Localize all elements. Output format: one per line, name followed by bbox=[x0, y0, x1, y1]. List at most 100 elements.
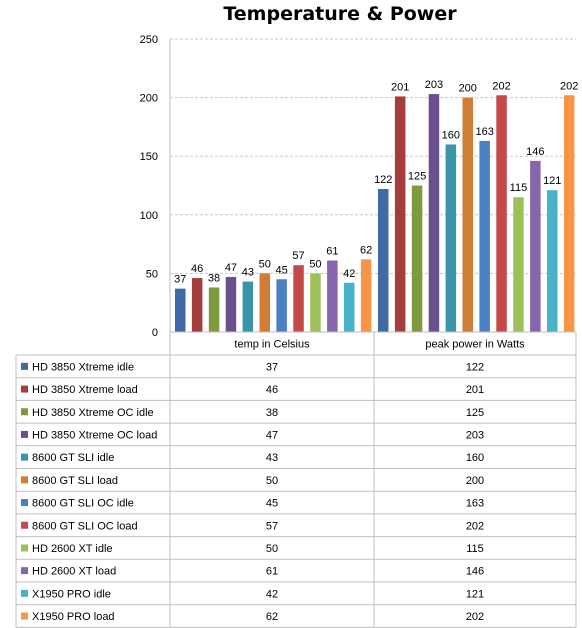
y-tick-label: 50 bbox=[146, 268, 158, 280]
y-axis: 0 50 100 150 200 250 bbox=[140, 34, 171, 339]
bar bbox=[445, 144, 457, 332]
table-cell: 201 bbox=[466, 384, 484, 396]
legend-label: X1950 PRO load bbox=[32, 611, 115, 623]
bar bbox=[479, 140, 490, 332]
legend-label: 8600 GT SLI OC load bbox=[32, 520, 138, 532]
bar bbox=[496, 95, 507, 332]
table-cell: 50 bbox=[266, 475, 278, 487]
table-cell: 203 bbox=[466, 429, 484, 441]
table-cell: 45 bbox=[266, 498, 278, 510]
bar bbox=[208, 287, 220, 332]
legend-swatch bbox=[21, 430, 28, 438]
legend-swatch bbox=[21, 612, 28, 620]
table-cell: 115 bbox=[466, 543, 484, 555]
bar bbox=[242, 281, 254, 332]
bar bbox=[259, 273, 270, 332]
legend-swatch bbox=[21, 476, 28, 484]
bar bbox=[225, 276, 237, 332]
bar bbox=[547, 190, 558, 332]
data-labels: 37 46 38 47 43 50 45 57 50 61 42 62 122 201 125 203 160 2… bbox=[174, 79, 578, 286]
data-label: 202 bbox=[492, 80, 510, 92]
legend-label: HD 2600 XT load bbox=[32, 566, 116, 578]
table-cell: 62 bbox=[266, 611, 278, 623]
data-label: 146 bbox=[526, 146, 544, 158]
legend-swatch bbox=[21, 567, 28, 575]
data-label: 38 bbox=[208, 272, 220, 284]
data-label: 57 bbox=[292, 250, 304, 262]
legend-swatch bbox=[21, 385, 28, 393]
table-cell: 160 bbox=[466, 452, 484, 464]
data-label: 43 bbox=[242, 267, 254, 279]
bar bbox=[191, 278, 203, 332]
category-label: peak power in Watts bbox=[425, 339, 525, 351]
legend-swatch bbox=[21, 362, 28, 370]
bar bbox=[293, 265, 304, 332]
data-label: 42 bbox=[343, 268, 355, 280]
table-cell: 200 bbox=[466, 475, 484, 487]
data-label: 122 bbox=[374, 174, 392, 186]
legend-label: 8600 GT SLI load bbox=[32, 475, 118, 487]
legend-label: HD 3850 Xtreme OC idle bbox=[32, 407, 154, 419]
table-cell: 121 bbox=[466, 588, 484, 600]
legend-swatch bbox=[21, 589, 28, 597]
chart-title: Temperature & Power bbox=[223, 3, 457, 25]
bar bbox=[175, 288, 186, 332]
legend-label: HD 3850 Xtreme idle bbox=[32, 361, 134, 373]
table-cell: 125 bbox=[466, 407, 484, 419]
data-label: 37 bbox=[174, 274, 186, 286]
data-label: 160 bbox=[442, 129, 460, 141]
legend-label: HD 3850 Xtreme OC load bbox=[32, 429, 157, 441]
data-label: 50 bbox=[259, 258, 271, 270]
bar bbox=[513, 197, 524, 332]
data-label: 115 bbox=[510, 182, 528, 194]
legend-label: HD 2600 XT idle bbox=[32, 543, 113, 555]
y-tick-label: 100 bbox=[140, 210, 158, 222]
table-cell: 38 bbox=[266, 407, 278, 419]
legend-label: 8600 GT SLI idle bbox=[32, 452, 114, 464]
bar bbox=[360, 259, 372, 332]
data-table: temp in Celsius peak power in Watts HD 385… bbox=[15, 331, 577, 628]
y-tick-label: 200 bbox=[140, 93, 158, 105]
table-cell: 202 bbox=[466, 520, 484, 532]
table-cell: 146 bbox=[466, 566, 484, 578]
table-cell: 202 bbox=[466, 611, 484, 623]
legend-label: HD 3850 Xtreme load bbox=[32, 384, 138, 396]
bar bbox=[310, 273, 321, 332]
data-label: 61 bbox=[326, 246, 338, 258]
data-label: 202 bbox=[560, 80, 578, 92]
data-label: 62 bbox=[360, 244, 372, 256]
legend-swatch bbox=[21, 544, 28, 552]
bar bbox=[276, 279, 287, 332]
data-label: 50 bbox=[309, 258, 321, 270]
y-tick-label: 150 bbox=[140, 151, 158, 163]
data-label: 125 bbox=[408, 171, 426, 183]
bar bbox=[394, 96, 406, 332]
table-cell: 122 bbox=[466, 361, 484, 373]
y-tick-label: 250 bbox=[140, 34, 158, 46]
y-tick-label: 0 bbox=[152, 327, 158, 339]
table-cell: 43 bbox=[266, 452, 278, 464]
category-label: temp in Celsius bbox=[234, 339, 310, 351]
data-label: 121 bbox=[543, 175, 561, 187]
data-label: 47 bbox=[225, 262, 237, 274]
data-label: 200 bbox=[459, 83, 477, 95]
data-label: 201 bbox=[391, 81, 409, 93]
legend-swatch bbox=[21, 453, 28, 461]
legend-swatch bbox=[21, 521, 28, 529]
gridlines bbox=[170, 38, 576, 274]
bar bbox=[344, 282, 355, 332]
bar bbox=[378, 189, 389, 332]
legend-label: X1950 PRO idle bbox=[32, 588, 111, 600]
data-label: 203 bbox=[425, 79, 443, 91]
data-label: 46 bbox=[191, 263, 203, 275]
bar bbox=[462, 97, 473, 332]
table-cell: 42 bbox=[266, 588, 278, 600]
bar bbox=[327, 260, 338, 332]
data-label: 45 bbox=[276, 264, 288, 276]
table-cell: 47 bbox=[266, 429, 278, 441]
bar bbox=[428, 94, 440, 332]
table-cell: 61 bbox=[266, 566, 278, 578]
legend-swatch bbox=[21, 499, 28, 507]
table-cell: 57 bbox=[266, 520, 278, 532]
